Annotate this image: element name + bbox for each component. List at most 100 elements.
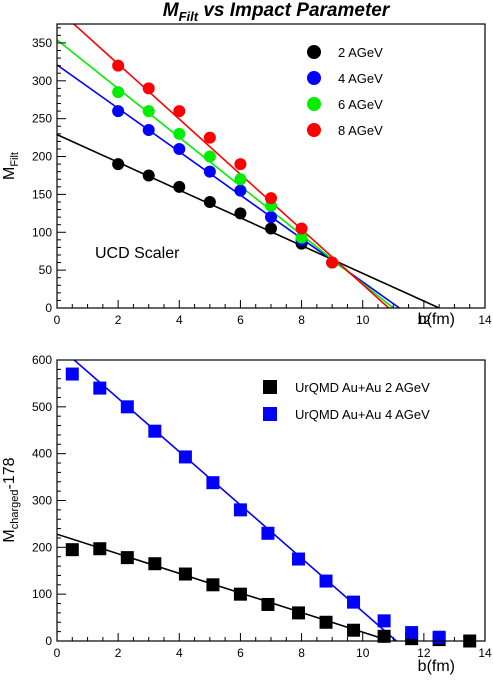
x-tick-label: 2 <box>115 313 122 327</box>
y-tick-label: 400 <box>32 447 52 461</box>
y-tick-label: 100 <box>32 587 52 601</box>
data-point <box>203 150 216 163</box>
top-x-axis-label: b(fm) <box>418 311 455 328</box>
data-point <box>405 626 419 640</box>
data-point <box>265 211 277 224</box>
data-point <box>173 127 186 140</box>
x-tick-label: 14 <box>478 313 492 327</box>
y-tick-label: 0 <box>45 634 52 648</box>
title-rest: vs Impact Parameter <box>198 0 391 21</box>
y-tick-label: 350 <box>32 36 52 50</box>
top-chart-ticks: 0 2 4 6 8 10 12 14 0 50 100 150 200 250 300 350 <box>32 27 492 327</box>
legend-label: UrQMD Au+Au 2 AGeV <box>295 380 430 395</box>
data-point <box>377 614 391 628</box>
y-tick-label: 200 <box>32 150 52 164</box>
data-point <box>148 424 162 438</box>
data-point <box>265 222 277 235</box>
data-point <box>326 256 339 269</box>
legend-marker <box>307 45 321 59</box>
data-point <box>347 623 361 637</box>
ucd-scaler-annotation: UCD Scaler <box>95 245 180 262</box>
data-point <box>112 59 125 72</box>
x-tick-label: 14 <box>478 646 492 660</box>
data-point <box>234 158 247 171</box>
data-point <box>112 158 125 171</box>
data-point <box>142 82 155 95</box>
legend-label: 8 AGeV <box>338 123 383 138</box>
legend-label: 4 AGeV <box>338 71 383 86</box>
x-tick-label: 12 <box>417 313 431 327</box>
data-point <box>292 606 306 620</box>
data-point <box>206 476 220 490</box>
legend-marker <box>263 407 277 421</box>
x-tick-label: 6 <box>237 646 244 660</box>
bottom-chart-legend: UrQMD Au+Au 2 AGeV UrQMD Au+Au 4 AGeV <box>263 380 430 422</box>
top-chart-legend: 2 AGeV 4 AGeV 6 AGeV 8 AGeV <box>307 45 383 138</box>
data-point <box>178 450 192 464</box>
data-point <box>142 124 155 137</box>
data-point <box>173 105 186 118</box>
data-point <box>120 400 134 414</box>
title-sub: Filt <box>179 9 199 24</box>
legend-marker <box>263 380 277 394</box>
legend-label: UrQMD Au+Au 4 AGeV <box>295 407 430 422</box>
top-y-axis-label: MFilt <box>1 152 21 180</box>
y-tick-label: 300 <box>32 74 52 88</box>
data-point <box>234 207 247 220</box>
y-tick-label: 0 <box>45 301 52 315</box>
legend-label: 2 AGeV <box>338 45 383 60</box>
x-tick-label: 10 <box>356 646 370 660</box>
y-tick-label: 250 <box>32 112 52 126</box>
data-point <box>173 142 186 155</box>
x-tick-label: 10 <box>356 313 370 327</box>
data-point <box>347 595 361 609</box>
x-tick-label: 4 <box>176 646 183 660</box>
data-point <box>93 542 107 556</box>
data-point <box>234 184 247 197</box>
x-tick-label: 0 <box>54 313 61 327</box>
y-tick-label: 600 <box>32 353 52 367</box>
data-point <box>261 597 275 611</box>
data-point <box>120 551 134 565</box>
figure-title: MFilt vs Impact Parameter <box>163 0 391 24</box>
top-chart-marks <box>57 24 440 308</box>
data-point <box>295 231 308 244</box>
data-point <box>93 381 107 395</box>
x-tick-label: 12 <box>417 646 431 660</box>
data-point <box>206 578 220 592</box>
data-point <box>295 222 308 235</box>
data-point <box>148 557 162 571</box>
x-tick-label: 2 <box>115 646 122 660</box>
title-main: M <box>163 0 180 21</box>
data-point <box>178 567 192 581</box>
bottom-x-axis-label: b(fm) <box>418 658 455 675</box>
data-point <box>203 131 216 144</box>
fit-line <box>57 533 391 641</box>
x-tick-label: 6 <box>237 313 244 327</box>
data-point <box>233 503 247 517</box>
data-point <box>65 367 79 381</box>
y-tick-label: 100 <box>32 225 52 239</box>
fit-line <box>72 360 397 641</box>
data-point <box>377 629 391 643</box>
data-point <box>112 105 125 118</box>
legend-marker <box>307 97 321 111</box>
y-tick-label: 500 <box>32 400 52 414</box>
data-point <box>319 574 333 588</box>
legend-label: 6 AGeV <box>338 97 383 112</box>
data-point <box>292 552 306 566</box>
x-tick-label: 8 <box>298 313 305 327</box>
data-point <box>319 615 333 629</box>
data-point <box>261 526 275 540</box>
y-tick-label: 200 <box>32 540 52 554</box>
data-point <box>65 543 79 557</box>
y-tick-label: 300 <box>32 494 52 508</box>
data-point <box>142 169 155 182</box>
data-point <box>265 192 277 205</box>
bottom-y-axis-label: Mcharged-178 <box>1 457 21 542</box>
y-tick-label: 50 <box>39 263 53 277</box>
data-point <box>234 173 247 186</box>
legend-marker <box>307 123 321 137</box>
data-point <box>173 180 186 193</box>
